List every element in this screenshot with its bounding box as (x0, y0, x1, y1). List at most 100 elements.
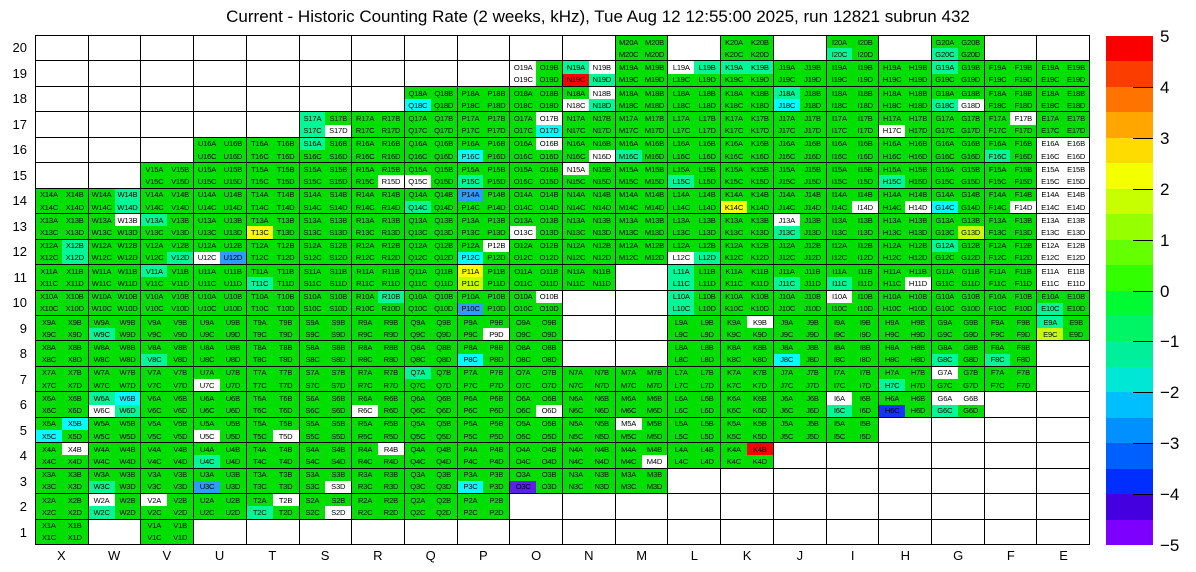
cell-label-I14D: I14D (852, 200, 879, 214)
cell-label-G10A: G10A (931, 290, 958, 303)
cell-N17: N17A N17B N17C N17D (563, 112, 616, 138)
cell-label-V11B: V11B (167, 265, 194, 278)
cell-label-U7D: U7D (219, 379, 246, 392)
cell-R19 (352, 61, 405, 87)
cell-label-S16B: S16B (325, 137, 352, 151)
cell-label-I5A: I5A (826, 417, 853, 430)
cell-label-S7C: S7C (299, 379, 326, 392)
cell-label-V6D: V6D (167, 404, 194, 417)
cell-label-K10C: K10C (721, 302, 747, 315)
cell-N4: N4A N4B N4C N4D (563, 443, 616, 469)
cell-label-W8C: W8C (88, 353, 115, 366)
cell-label-W4D: W4D (114, 455, 141, 468)
cell-L2 (668, 494, 722, 520)
cell-L4: L4A L4B L4C L4D (668, 443, 722, 469)
cell-label-K17D: K17D (746, 124, 773, 137)
cell-label-M3C: M3C (615, 480, 642, 494)
cell-label-U3C: U3C (194, 480, 220, 494)
cell-label-J15C: J15C (773, 175, 800, 188)
cell-I12: I12A I12B I12C I12D (826, 239, 880, 266)
cell-label-L15A: L15A (668, 163, 695, 176)
cell-label-P2A: P2A (457, 494, 484, 507)
cell-label-N3C: N3C (563, 480, 589, 494)
cell-label-P14D: P14D (483, 200, 510, 214)
cell-O16: O16A O16B O16C O16D (510, 137, 563, 164)
cell-G11: G11A G11B G11C G11D (931, 265, 985, 291)
cell-E18: E18A E18B E18C E18D (1037, 86, 1090, 113)
cell-T4: T4A T4B T4C T4D (246, 443, 300, 469)
x-axis-tick-N: N (584, 548, 594, 563)
cell-S8: S8A S8B S8C S8D (299, 341, 353, 367)
y-axis-tick-6: 6 (19, 397, 27, 413)
cell-label-J5D: J5D (799, 429, 826, 443)
x-axis-tick-X: X (57, 548, 66, 563)
cell-X6: X6A X6B X6C X6D (36, 392, 89, 418)
cell-label-U15B: U15B (219, 163, 246, 176)
cell-label-L7C: L7C (668, 379, 695, 392)
cell-label-L15D: L15D (694, 175, 721, 188)
cell-label-I18D: I18D (852, 99, 879, 112)
cell-label-O11C: O11C (510, 277, 537, 290)
cell-label-L12A: L12A (668, 239, 695, 252)
cell-label-T16C: T16C (246, 150, 273, 163)
cell-label-N15C: N15C (563, 175, 589, 188)
cell-label-H14B: H14B (905, 188, 931, 201)
cell-label-V3A: V3A (141, 468, 168, 481)
cell-label-G11D: G11D (957, 277, 984, 290)
cell-K16: K16A K16B K16C K16D (721, 137, 774, 164)
cell-G12: G12A G12B G12C G12D (931, 239, 985, 266)
cell-O11: O11A O11B O11C O11D (510, 265, 563, 291)
cell-label-R11D: R11D (378, 277, 404, 290)
cell-label-P3C: P3C (457, 480, 484, 494)
cell-label-N11D: N11D (588, 277, 615, 290)
cell-label-O6B: O6B (536, 392, 562, 405)
cell-label-S3A: S3A (299, 468, 326, 481)
cell-label-H14A: H14A (879, 188, 906, 201)
cell-label-O14A: O14A (510, 188, 537, 201)
cell-label-P8C: P8C (457, 353, 484, 366)
cell-label-P14C: P14C (457, 200, 484, 214)
cell-label-X12B: X12B (61, 239, 88, 252)
cell-H16: H16A H16B H16C H16D (879, 137, 932, 164)
cell-label-O15B: O15B (536, 163, 562, 176)
cell-label-L18C: L18C (668, 99, 695, 112)
cell-label-W11B: W11B (114, 265, 141, 278)
cell-label-I20A: I20A (826, 36, 853, 49)
cell-F9: F9A F9B F9C F9D (984, 315, 1038, 342)
cell-label-O4C: O4C (510, 455, 537, 468)
cell-label-O15D: O15D (536, 175, 562, 188)
cell-label-M12B: M12B (641, 239, 668, 252)
cell-label-G18A: G18A (931, 86, 958, 100)
cell-label-S7D: S7D (325, 379, 352, 392)
x-axis-tick-V: V (162, 548, 172, 563)
cell-label-T6C: T6C (246, 404, 273, 417)
cell-label-Q15B: Q15B (430, 163, 457, 176)
cell-label-X11D: X11D (61, 277, 88, 290)
cell-label-V3D: V3D (167, 480, 194, 494)
cell-label-E10D: E10D (1063, 302, 1089, 315)
cell-S13: S13A S13B S13C S13D (299, 214, 353, 240)
cell-label-S4C: S4C (299, 455, 326, 468)
cell-I8: I8A I8B I8C I8D (826, 341, 880, 367)
cell-V8: V8A V8B V8C V8D (141, 341, 195, 367)
cell-label-K9B: K9B (746, 315, 773, 329)
cell-label-X10B: X10B (61, 290, 88, 303)
cell-label-U14B: U14B (219, 188, 246, 201)
cell-label-R2B: R2B (378, 494, 404, 507)
colorbar-tick-label-3: 3 (1160, 128, 1170, 148)
cell-label-U13C: U13C (194, 226, 220, 239)
cell-label-U3D: U3D (219, 480, 246, 494)
cell-label-K5D: K5D (746, 429, 773, 443)
cell-label-N5D: N5D (588, 429, 615, 443)
cell-label-X1C: X1C (36, 531, 62, 544)
cell-label-K14A: K14A (721, 188, 747, 201)
cell-label-N4B: N4B (588, 443, 615, 456)
cell-label-U10D: U10D (219, 302, 246, 315)
cell-label-L18B: L18B (694, 86, 721, 100)
cell-I7: I7A I7B I7C I7D (826, 366, 880, 393)
cell-I3 (826, 468, 880, 495)
cell-label-F11A: F11A (984, 265, 1011, 278)
cell-label-O8C: O8C (510, 353, 537, 366)
cell-label-F11C: F11C (984, 277, 1011, 290)
cell-label-W13D: W13D (114, 226, 141, 239)
